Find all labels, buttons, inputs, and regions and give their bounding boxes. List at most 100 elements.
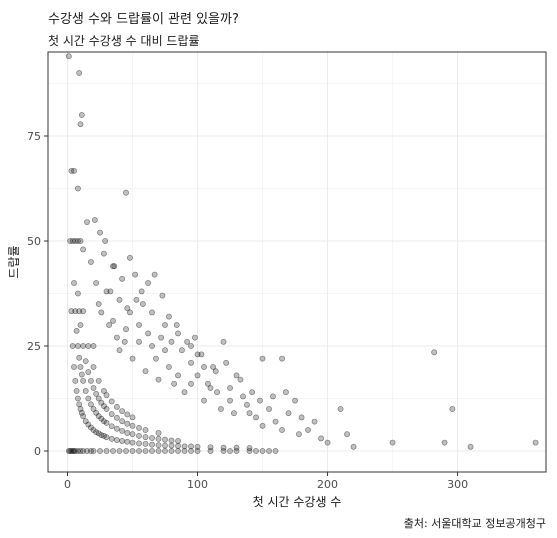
data-point xyxy=(136,338,142,345)
data-point xyxy=(168,448,175,454)
data-point xyxy=(76,354,83,361)
data-point xyxy=(279,427,285,433)
data-point xyxy=(136,440,142,447)
data-point xyxy=(85,343,92,349)
data-point xyxy=(73,388,80,394)
data-point xyxy=(82,358,89,365)
data-point xyxy=(324,439,331,446)
data-point xyxy=(76,70,83,76)
data-point xyxy=(93,280,100,286)
data-point xyxy=(305,427,311,433)
data-point xyxy=(90,385,97,391)
chart-title: 수강생 수와 드랍률이 관련 있을까? xyxy=(48,12,239,27)
data-point xyxy=(188,380,194,387)
data-point xyxy=(138,288,145,295)
data-point xyxy=(72,377,79,384)
data-point xyxy=(75,290,81,297)
data-point xyxy=(175,438,181,444)
data-point xyxy=(194,448,201,454)
data-point xyxy=(71,364,77,370)
data-point xyxy=(123,189,129,196)
data-point xyxy=(106,322,113,328)
data-point xyxy=(103,448,110,454)
data-point xyxy=(127,309,133,316)
x-tick-label: 100 xyxy=(187,478,208,491)
x-tick-label: 0 xyxy=(64,478,71,491)
data-point xyxy=(162,442,168,449)
data-point xyxy=(201,364,207,370)
data-point xyxy=(266,406,272,412)
data-point xyxy=(88,377,94,384)
data-point xyxy=(93,390,100,397)
data-point xyxy=(136,424,142,431)
data-point xyxy=(78,371,85,378)
data-point xyxy=(68,308,75,315)
data-point xyxy=(155,430,162,436)
data-point xyxy=(95,395,102,402)
data-point xyxy=(220,338,227,345)
data-point xyxy=(272,448,279,454)
data-point xyxy=(214,389,220,396)
data-point xyxy=(142,427,149,433)
data-point xyxy=(116,448,123,454)
data-point xyxy=(181,389,188,396)
data-point xyxy=(76,401,83,408)
data-point xyxy=(116,296,123,303)
data-point xyxy=(129,431,136,438)
data-point xyxy=(90,343,97,349)
data-point xyxy=(116,347,123,354)
data-point xyxy=(244,401,250,408)
data-point xyxy=(103,288,110,295)
data-point xyxy=(103,392,110,399)
data-point xyxy=(110,448,116,454)
source-caption: 출처: 서울대학교 정보공개청구 xyxy=(404,517,546,530)
data-point xyxy=(82,388,89,394)
data-point xyxy=(227,385,233,391)
data-point xyxy=(166,364,172,370)
data-point xyxy=(119,418,126,425)
data-point xyxy=(140,301,146,307)
data-point xyxy=(78,112,85,118)
data-point xyxy=(95,301,102,307)
data-point xyxy=(272,418,279,425)
data-point xyxy=(149,441,155,448)
data-point xyxy=(175,372,181,379)
data-point xyxy=(227,448,233,454)
data-point xyxy=(205,380,211,387)
data-point xyxy=(155,442,162,449)
y-axis-title: 드랍률 xyxy=(7,245,21,278)
y-tick-label: 0 xyxy=(34,445,41,458)
data-point xyxy=(142,368,149,375)
data-point xyxy=(188,443,194,450)
x-tick-label: 300 xyxy=(447,478,468,491)
data-point xyxy=(168,338,175,345)
tick-layer: 0 100 200 300 0 25 50 75 xyxy=(27,130,468,491)
x-axis-title: 첫 시간 수강생 수 xyxy=(253,495,342,509)
y-tick-label: 25 xyxy=(27,340,41,353)
data-point xyxy=(198,351,205,358)
data-point xyxy=(270,393,276,400)
data-point xyxy=(298,414,305,421)
data-point xyxy=(114,334,120,341)
data-point xyxy=(124,430,131,436)
data-point xyxy=(350,443,357,450)
data-point xyxy=(210,364,217,370)
data-point xyxy=(103,419,110,426)
data-point xyxy=(337,406,344,412)
data-point xyxy=(119,275,126,282)
data-point xyxy=(246,448,253,454)
y-tick-label: 50 xyxy=(27,235,41,248)
data-point xyxy=(121,338,128,345)
data-point xyxy=(114,425,120,432)
data-point xyxy=(127,254,133,261)
data-point xyxy=(110,263,116,270)
data-point xyxy=(90,364,97,370)
data-point xyxy=(71,280,77,286)
data-point xyxy=(124,411,131,418)
data-point xyxy=(188,448,194,454)
data-point xyxy=(296,431,302,438)
data-point xyxy=(133,296,140,303)
data-point xyxy=(162,436,168,443)
data-point xyxy=(75,395,81,402)
